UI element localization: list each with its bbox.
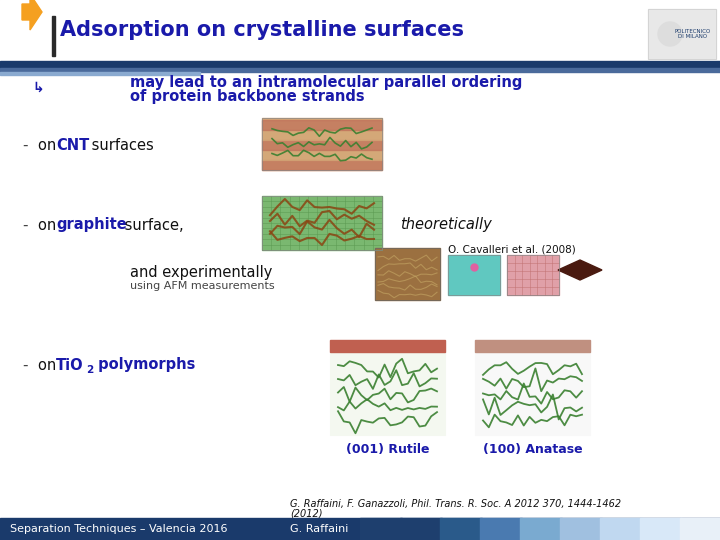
Bar	[448, 255, 500, 295]
Bar	[648, 9, 716, 59]
Bar	[375, 248, 440, 300]
Polygon shape	[558, 260, 602, 280]
Bar	[375, 248, 440, 300]
Bar	[520, 518, 562, 540]
Text: G. Raffaini, F. Ganazzoli, Phil. Trans. R. Soc. A 2012 370, 1444-1462: G. Raffaini, F. Ganazzoli, Phil. Trans. …	[290, 499, 621, 509]
Bar	[475, 352, 590, 435]
Bar	[400, 518, 442, 540]
Bar	[262, 120, 382, 130]
Bar	[52, 16, 55, 56]
Bar	[600, 518, 642, 540]
Bar	[262, 150, 382, 160]
Bar	[262, 118, 382, 170]
Bar	[0, 61, 720, 68]
Text: on: on	[38, 357, 61, 373]
Text: surfaces: surfaces	[87, 138, 154, 152]
Text: POLITECNICO
DI MILANO: POLITECNICO DI MILANO	[675, 29, 711, 39]
Bar	[0, 518, 720, 540]
Bar	[262, 196, 382, 250]
Polygon shape	[22, 0, 42, 30]
Bar	[648, 9, 716, 59]
Text: (001) Rutile: (001) Rutile	[346, 443, 429, 456]
Bar	[448, 255, 500, 295]
Bar	[560, 518, 602, 540]
Bar	[330, 352, 445, 435]
Bar	[262, 140, 382, 150]
Text: 2: 2	[86, 365, 94, 375]
Bar	[475, 340, 590, 352]
Text: of protein backbone strands: of protein backbone strands	[130, 89, 364, 104]
Bar	[262, 196, 382, 250]
Text: O. Cavalleri et al. (2008): O. Cavalleri et al. (2008)	[448, 245, 576, 255]
Bar	[360, 518, 402, 540]
Text: G. Raffaini: G. Raffaini	[290, 524, 348, 534]
Text: -: -	[22, 138, 27, 152]
Text: theoretically: theoretically	[400, 218, 492, 233]
Bar	[440, 518, 482, 540]
Text: CNT: CNT	[56, 138, 89, 152]
Text: Separation Techniques – Valencia 2016: Separation Techniques – Valencia 2016	[10, 524, 228, 534]
Bar	[480, 518, 522, 540]
Text: polymorphs: polymorphs	[93, 357, 195, 373]
Circle shape	[658, 22, 682, 46]
Text: on: on	[38, 218, 61, 233]
Text: using AFM measurements: using AFM measurements	[130, 281, 274, 291]
Text: graphite: graphite	[56, 218, 127, 233]
Bar	[262, 160, 382, 170]
Bar	[0, 68, 720, 72]
Bar	[507, 255, 559, 295]
Bar	[262, 130, 382, 140]
Bar	[640, 518, 682, 540]
Bar	[330, 340, 445, 352]
Text: TiO: TiO	[56, 357, 84, 373]
Text: surface,: surface,	[120, 218, 184, 233]
Bar	[507, 255, 559, 295]
Text: Adsorption on crystalline surfaces: Adsorption on crystalline surfaces	[60, 20, 464, 40]
Text: -: -	[22, 357, 27, 373]
Text: -: -	[22, 218, 27, 233]
Bar	[680, 518, 720, 540]
Bar	[262, 118, 382, 170]
Text: (100) Anatase: (100) Anatase	[482, 443, 582, 456]
Text: on: on	[38, 138, 61, 152]
Text: and experimentally: and experimentally	[130, 265, 272, 280]
Text: ↳: ↳	[32, 81, 44, 95]
Bar	[0, 0, 720, 62]
Bar	[0, 72, 200, 75]
Text: (2012): (2012)	[290, 509, 323, 519]
Text: may lead to an intramolecular parallel ordering: may lead to an intramolecular parallel o…	[130, 75, 523, 90]
